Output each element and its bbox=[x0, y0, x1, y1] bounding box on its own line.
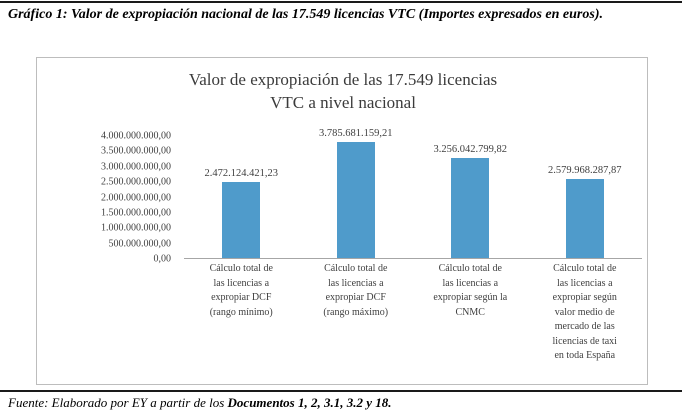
y-tick-label: 2.000.000.000,00 bbox=[101, 192, 171, 203]
x-category-label: Cálculo total de las licencias a expropiar… bbox=[323, 263, 389, 318]
source-note: Fuente: Elaborado por EY a partir de los… bbox=[8, 395, 676, 411]
chart-title: Valor de expropiación de las 17.549 lice… bbox=[37, 68, 649, 114]
chart-title-line-1: Valor de expropiación de las 17.549 lice… bbox=[188, 70, 498, 89]
x-category-label: Cálculo total de las licencias a expropiar… bbox=[433, 263, 508, 318]
bar-value-label: 2.472.124.421,23 bbox=[204, 167, 279, 179]
y-tick-label: 1.500.000.000,00 bbox=[101, 207, 171, 219]
figure-caption: Gráfico 1: Valor de expropiación naciona… bbox=[8, 7, 603, 22]
bar bbox=[451, 157, 490, 258]
y-tick-label: 0,00 bbox=[153, 253, 172, 265]
y-tick-label: 3.500.000.000,00 bbox=[101, 145, 171, 157]
y-axis: 0,00 500.000.000,00 1.000.000.000,00 1.500.… bbox=[37, 131, 177, 265]
y-tick-label: 1.000.000.000,00 bbox=[101, 222, 171, 234]
source-note-documents: Documentos 1, 2, 3.1, 3.2 y 18. bbox=[227, 395, 392, 410]
y-tick-label: 500.000.000,00 bbox=[108, 238, 172, 250]
bar bbox=[222, 181, 261, 258]
plot-area: 2.472.124.421,23 3.785.681.159,21 3.256.04… bbox=[184, 128, 642, 259]
top-rule bbox=[0, 1, 682, 3]
x-category-label: Cálculo total de las licencias a expropiar… bbox=[209, 263, 273, 318]
bar bbox=[565, 178, 604, 258]
x-category-label: Cálculo total de las licencias a expropiar… bbox=[552, 263, 617, 361]
chart-title-line-2: VTC a nivel nacional bbox=[270, 93, 416, 112]
y-tick-label: 4.000.000.000,00 bbox=[101, 130, 171, 142]
bottom-rule bbox=[0, 390, 682, 392]
bar-value-label: 3.256.042.799,82 bbox=[433, 143, 508, 155]
y-tick-label: 3.000.000.000,00 bbox=[101, 161, 171, 173]
chart: Valor de expropiación de las 17.549 lice… bbox=[36, 57, 648, 385]
bar-value-label: 3.785.681.159,21 bbox=[319, 127, 393, 139]
bar-value-label: 2.579.968.287,87 bbox=[548, 164, 622, 176]
source-note-text: Fuente: Elaborado por EY a partir de los bbox=[8, 395, 228, 410]
bar bbox=[336, 141, 375, 258]
y-tick-label: 2.500.000.000,00 bbox=[101, 176, 171, 188]
